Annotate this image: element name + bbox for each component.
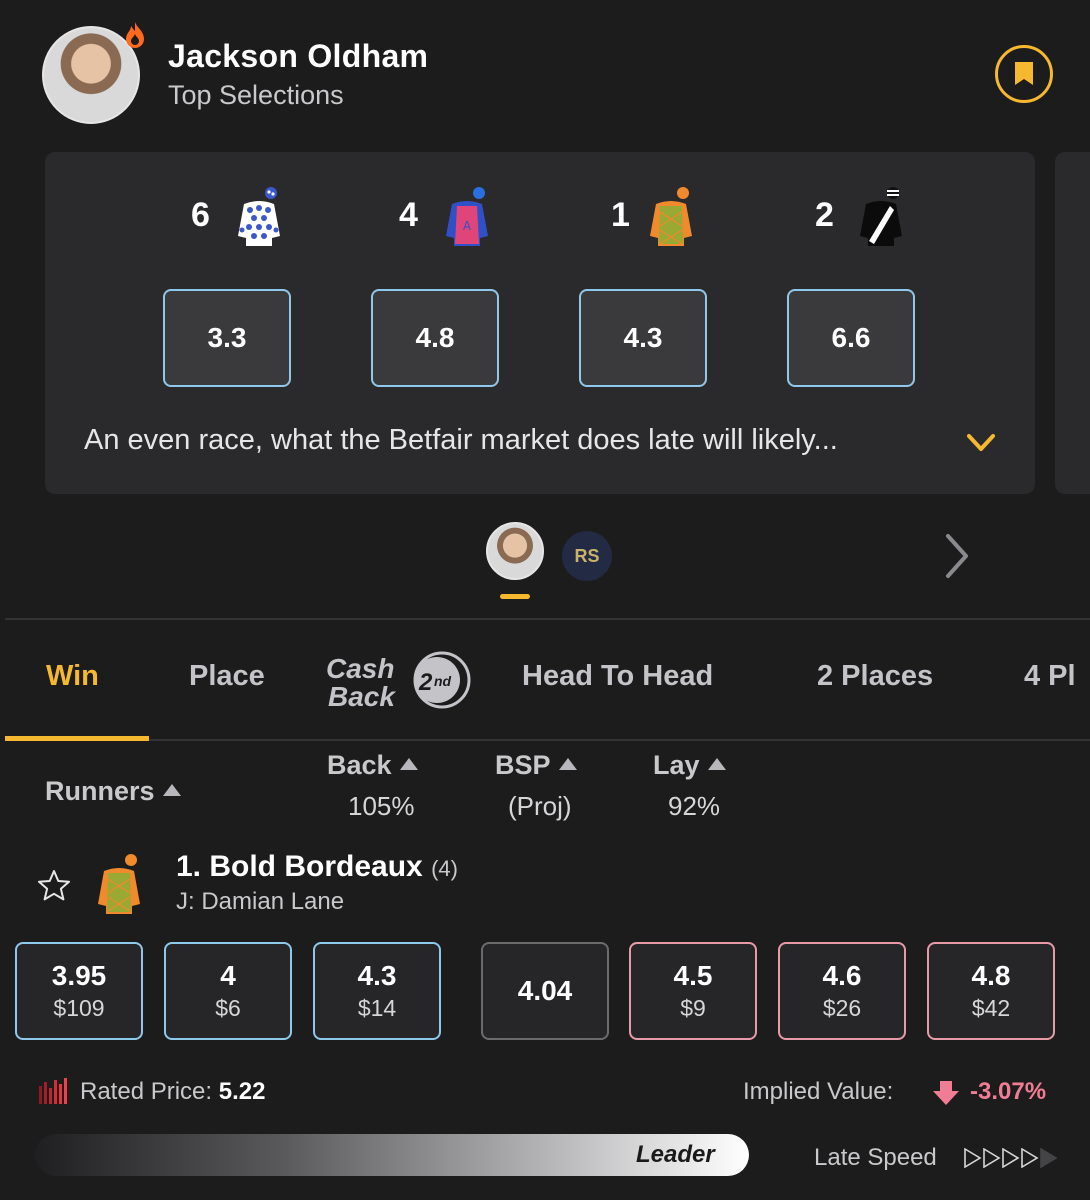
back-percentage: 105% [348, 791, 415, 821]
tab-place[interactable]: Place [189, 660, 265, 692]
back-sort-header[interactable]: Back [327, 750, 418, 781]
price-amount: $26 [822, 995, 862, 1021]
rs-logo[interactable]: RS [562, 531, 612, 581]
price-amount: $42 [971, 995, 1011, 1021]
runner-name-text: 1. Bold Bordeaux [176, 850, 423, 883]
active-tab-indicator [5, 736, 149, 741]
bsp-projected-label: (Proj) [508, 791, 572, 821]
price-amount: $6 [215, 995, 241, 1021]
speed-map-position: Leader [636, 1141, 715, 1168]
price-amount: $9 [680, 995, 706, 1021]
tipster-name: Jackson Oldham [168, 38, 429, 74]
rated-price-label: Rated Price: [80, 1078, 213, 1105]
price-odds: 3.95 [51, 960, 107, 991]
selection-number: 4 [399, 196, 418, 234]
speed-arrow-icon [983, 1148, 1001, 1168]
back-price-button[interactable]: 3.95 $109 [15, 942, 143, 1040]
tab-head-to-head[interactable]: Head To Head [522, 660, 714, 692]
runner-barrier: (4) [431, 856, 458, 881]
tabs-divider [5, 739, 1090, 741]
orange-green-check-silk-icon [650, 187, 692, 246]
selection-odds-button[interactable]: 4.8 [371, 289, 499, 387]
speed-arrow-icon [1021, 1148, 1039, 1168]
svg-text:2: 2 [418, 669, 433, 696]
tab-win[interactable]: Win [46, 660, 99, 692]
bsp-odds: 4.04 [517, 975, 573, 1006]
tipster-avatar[interactable] [42, 26, 140, 124]
orange-green-check-silk-icon [98, 854, 140, 914]
bsp-header-label: BSP [495, 750, 551, 780]
black-white-sash-silk-icon [860, 187, 902, 246]
speed-arrow-icon [964, 1148, 982, 1168]
selection-number: 6 [191, 196, 210, 234]
price-amount: $14 [357, 995, 397, 1021]
runners-header-label: Runners [45, 776, 155, 806]
svg-text:A: A [463, 219, 472, 233]
bsp-sort-header[interactable]: BSP [495, 750, 577, 781]
rated-price: Rated Price: 5.22 [80, 1078, 265, 1106]
active-tipster-indicator [500, 594, 530, 599]
jockey-name: J: Damian Lane [176, 888, 345, 915]
lay-price-button[interactable]: 4.5 $9 [629, 942, 757, 1040]
back-header-label: Back [327, 750, 392, 780]
runner-name[interactable]: 1. Bold Bordeaux (4) [176, 850, 458, 884]
implied-value-label: Implied Value: [743, 1078, 894, 1105]
chevron-down-icon[interactable] [965, 430, 997, 456]
fire-icon [126, 22, 144, 48]
price-odds: 4.8 [971, 960, 1011, 991]
rating-bars-icon [39, 1078, 67, 1104]
selection-odds-button[interactable]: 4.3 [579, 289, 707, 387]
lay-sort-header[interactable]: Lay [653, 750, 726, 781]
price-odds: 4.3 [357, 960, 397, 991]
chevron-right-icon[interactable] [940, 530, 974, 582]
section-divider [5, 618, 1090, 620]
blue-pink-silk-icon: A [446, 187, 488, 246]
price-odds: 4.6 [822, 960, 862, 991]
lay-price-button[interactable]: 4.6 $26 [778, 942, 906, 1040]
white-blue-spots-silk-icon [238, 187, 280, 246]
rated-price-value: 5.22 [218, 1078, 266, 1105]
sort-up-icon [707, 757, 726, 770]
implied-value: -3.07% [970, 1078, 1047, 1105]
svg-text:Cash: Cash [326, 653, 394, 684]
back-price-button[interactable]: 4 $6 [164, 942, 292, 1040]
selection-number: 2 [815, 196, 834, 234]
price-odds: 4.5 [673, 960, 713, 991]
bsp-price-button[interactable]: 4.04 [481, 942, 609, 1040]
selection-odds-button[interactable]: 6.6 [787, 289, 915, 387]
arrow-down-icon [933, 1081, 959, 1105]
svg-text:Back: Back [328, 681, 396, 712]
tab-4-places[interactable]: 4 Pl [1024, 660, 1076, 692]
selection-odds-button[interactable]: 3.3 [163, 289, 291, 387]
lay-header-label: Lay [653, 750, 700, 780]
speed-arrow-icon [1002, 1148, 1020, 1168]
late-speed-label: Late Speed [814, 1144, 937, 1171]
bookmark-button[interactable] [995, 45, 1053, 103]
tipster-comment: An even race, what the Betfair market do… [84, 424, 838, 456]
speed-arrow-icon [1040, 1148, 1058, 1168]
sort-up-icon [558, 757, 577, 770]
bookmark-icon [1015, 62, 1033, 85]
back-price-button[interactable]: 4.3 $14 [313, 942, 441, 1040]
next-card-peek[interactable] [1055, 152, 1090, 494]
lay-percentage: 92% [668, 791, 721, 821]
sort-up-icon [162, 783, 181, 796]
late-speed-rating [964, 1148, 1058, 1168]
svg-text:nd: nd [434, 673, 452, 689]
price-amount: $109 [53, 995, 105, 1021]
sort-up-icon [399, 757, 418, 770]
selection-number: 1 [611, 196, 630, 234]
tipster-subtitle: Top Selections [168, 80, 344, 110]
tipster-switch-avatar[interactable] [486, 522, 544, 580]
star-icon[interactable] [36, 868, 72, 904]
price-odds: 4 [220, 960, 236, 991]
speed-map-bar [35, 1134, 749, 1176]
runners-sort-header[interactable]: Runners [45, 776, 181, 807]
tab-2-places[interactable]: 2 Places [817, 660, 934, 692]
lay-price-button[interactable]: 4.8 $42 [927, 942, 1055, 1040]
tab-cash-back-2nd[interactable]: Cash Back 2 nd [324, 650, 476, 712]
